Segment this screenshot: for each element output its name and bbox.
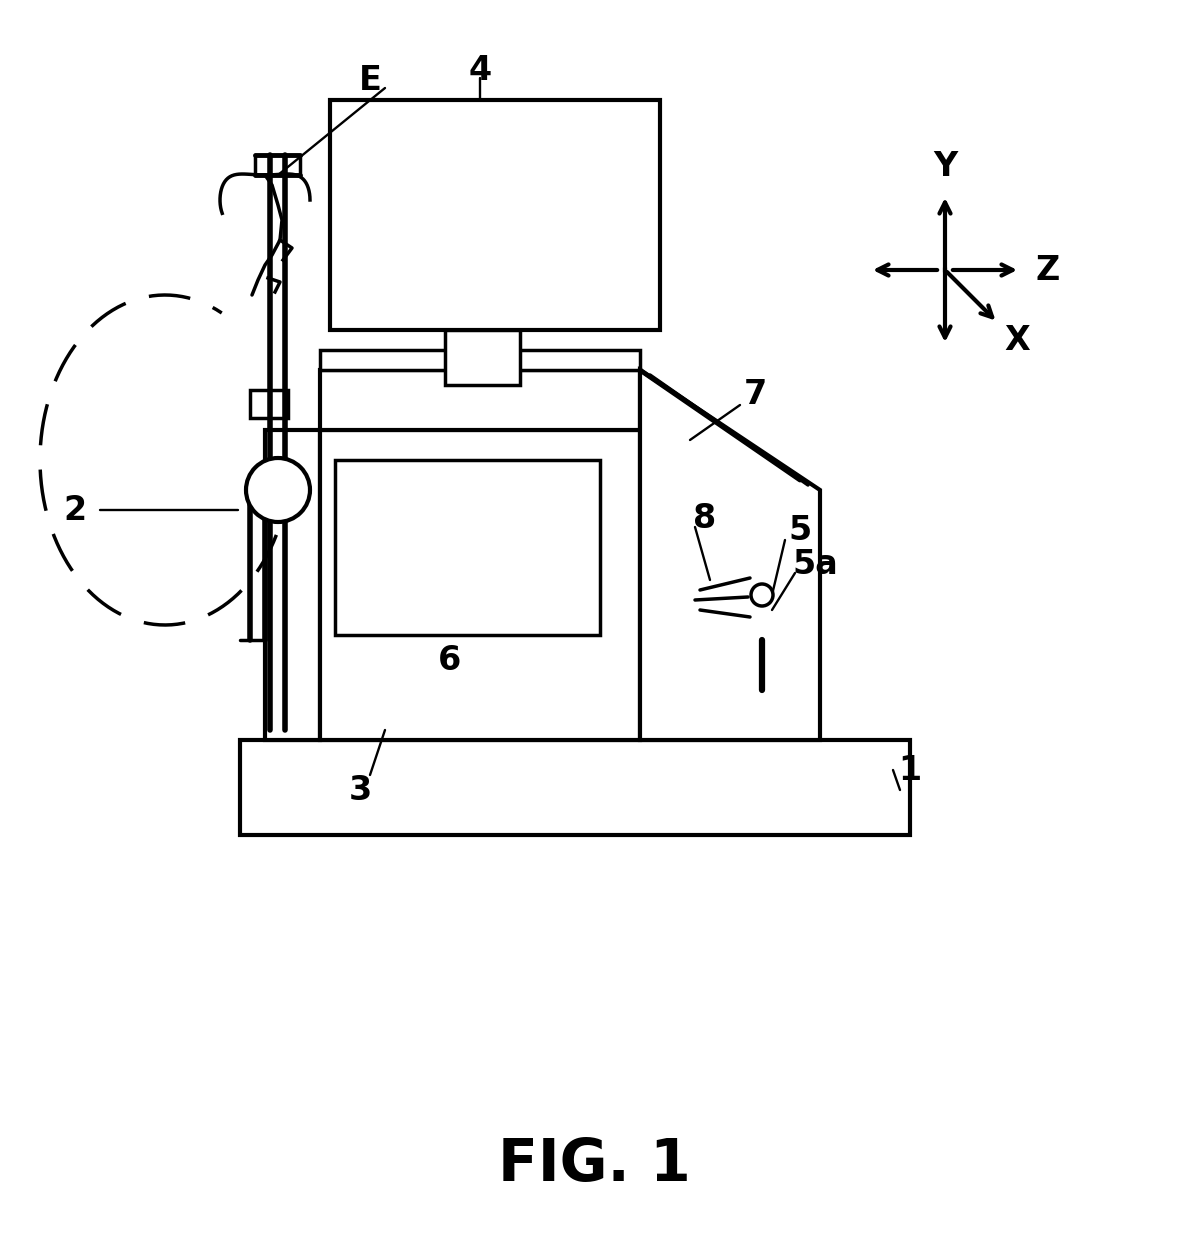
Text: 8: 8 xyxy=(693,501,717,535)
Bar xyxy=(335,460,600,635)
Text: Z: Z xyxy=(1036,254,1061,286)
Text: 6: 6 xyxy=(439,644,461,676)
Bar xyxy=(331,100,660,330)
Text: 7: 7 xyxy=(743,379,767,411)
Bar xyxy=(320,430,640,740)
Bar xyxy=(265,430,320,740)
Text: Y: Y xyxy=(933,150,957,184)
Text: E: E xyxy=(359,64,382,96)
Bar xyxy=(735,690,789,705)
Circle shape xyxy=(751,584,773,606)
Text: X: X xyxy=(1005,324,1031,357)
Bar xyxy=(320,370,640,430)
Text: FIG. 1: FIG. 1 xyxy=(498,1136,691,1194)
Text: 4: 4 xyxy=(468,54,491,86)
Bar xyxy=(250,390,288,418)
Text: 2: 2 xyxy=(63,494,87,526)
Text: 5: 5 xyxy=(788,514,812,546)
Polygon shape xyxy=(640,370,820,740)
Text: 5a: 5a xyxy=(792,549,838,581)
Circle shape xyxy=(246,458,310,522)
Text: 3: 3 xyxy=(348,774,372,806)
Text: 1: 1 xyxy=(899,754,921,786)
Bar xyxy=(445,330,520,385)
Bar xyxy=(240,740,910,835)
Bar xyxy=(746,610,780,640)
Bar xyxy=(320,350,640,370)
